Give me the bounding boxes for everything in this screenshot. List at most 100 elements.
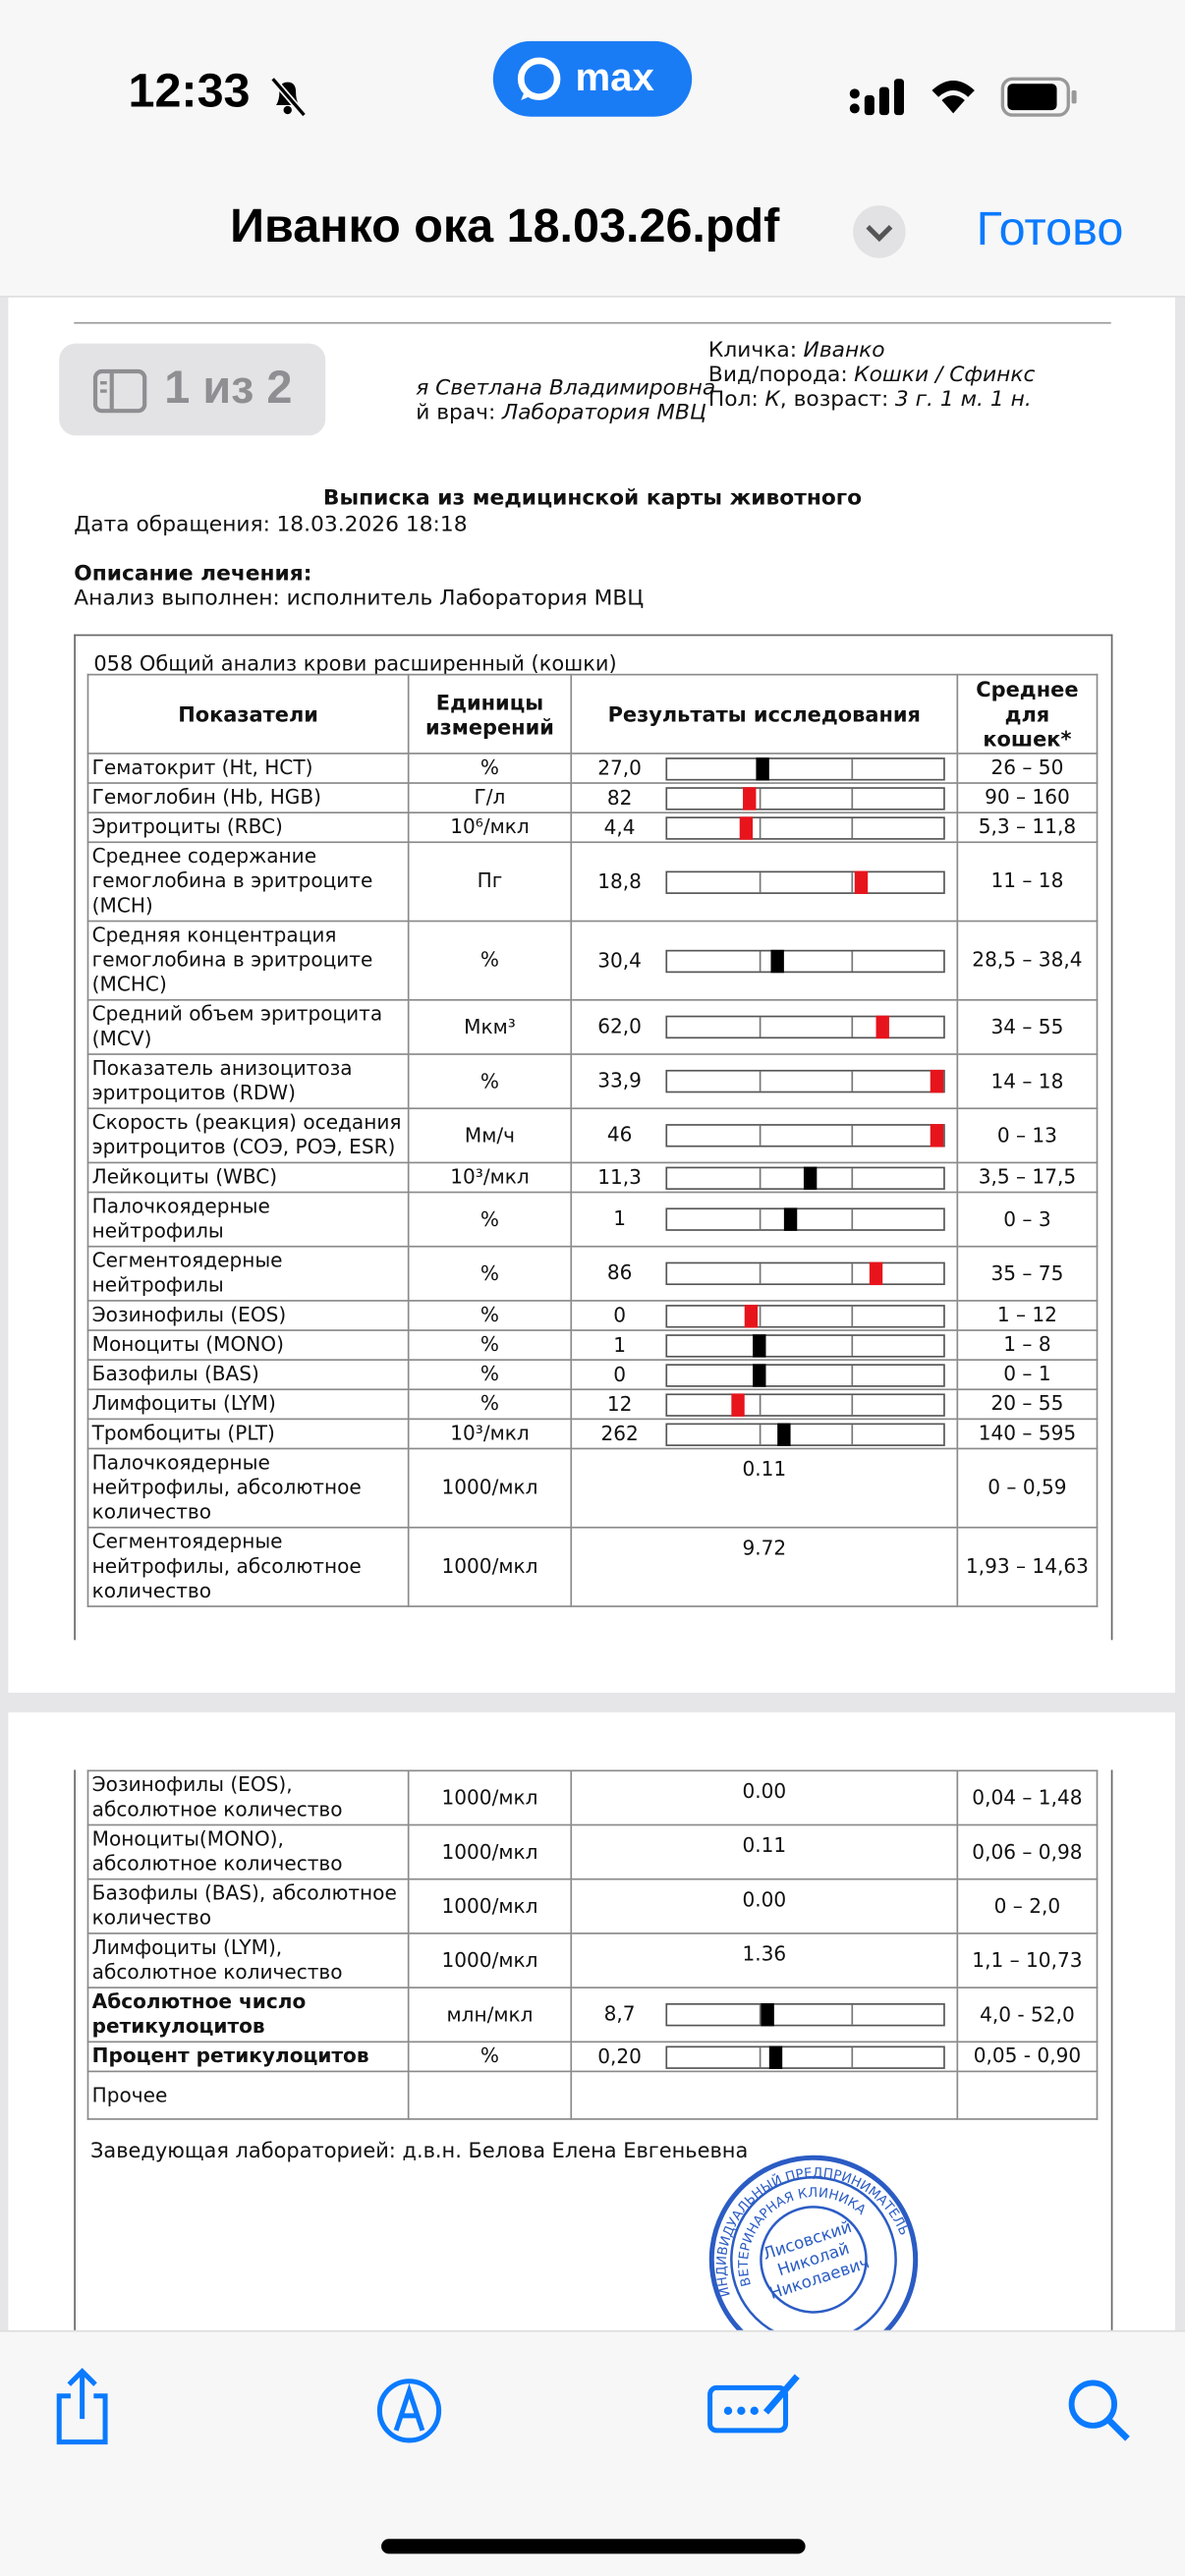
unit: Мкм³ [407,998,573,1055]
result-marker [753,1333,766,1357]
search-button[interactable] [1065,2377,1134,2445]
range-bar [665,1207,945,1231]
result-value: 30,4 [597,948,642,972]
result-row: Абсолютное число ретикулоцитов млн/мкл 8,7… [86,1987,1099,2044]
result-value: 0 [613,1303,626,1326]
result-marker [762,2002,775,2027]
range-divider [851,788,854,809]
result-value: 1 [613,1332,626,1356]
indicator-name: Палочкоядерные нейтрофилы [86,1191,410,1248]
reference-range: 1 – 8 [956,1329,1099,1361]
unit: млн/мкл [407,1987,573,2044]
result: 0.11 [570,1447,959,1529]
column-header: Среднее для кошек* [956,673,1099,755]
result: 0.00 [570,1877,959,1934]
result-value: 4,4 [603,814,636,839]
reference-range: 26 – 50 [956,753,1099,784]
result-value: 0.00 [742,1887,787,1912]
range-bar [665,1124,945,1148]
result: 27,0 [570,753,959,784]
result-row: Лимфоциты (LYM)% 12 20 – 55 [86,1388,1099,1421]
result-value: 46 [606,1123,633,1147]
result-row: Скорость (реакция) оседания эритроцитов … [86,1107,1099,1164]
markup-button[interactable] [374,2377,443,2445]
result-marker [770,948,784,973]
result-value: 0.00 [742,1779,787,1803]
range-divider [759,1125,762,1146]
stamp: ИНДИВИДУАЛЬНЫЙ ПРЕДПРИНИМАТЕЛЬ ВЕТЕРИНАР… [691,2137,919,2365]
range-bar [665,815,945,839]
result-row: Сегментоядерные нейтрофилы% 86 35 – 75 [86,1245,1099,1302]
share-button[interactable] [49,2367,115,2449]
reference-range: 1,93 – 14,63 [956,1526,1099,1607]
result-marker [731,1392,746,1417]
reference-range: 11 – 18 [956,841,1099,923]
result-marker [753,1363,766,1386]
indicator-name: Процент ретикулоцитов [86,2041,410,2073]
result: 0 [570,1359,959,1391]
done-button[interactable]: Готово [976,203,1124,256]
doctor: й врач: Лаборатория МВЦ [416,401,706,425]
visit-date: Дата обращения: 18.03.2026 18:18 [74,513,467,537]
app-pill[interactable] [492,40,693,117]
range-bar [665,1261,945,1286]
unit: 10⁶/мкл [407,812,573,844]
range-divider [851,950,854,971]
range-bar [665,1333,945,1357]
result-marker [875,1015,889,1039]
pet-name: Кличка: Иванко [708,339,885,364]
range-bar [665,786,945,810]
result: 62,0 [570,998,959,1055]
sex-age: Пол: К, возраст: 3 г. 1 м. 1 н. [708,388,1032,413]
range-divider [851,1167,854,1188]
unit: % [407,1388,573,1421]
label: Дата обращения: [74,512,270,537]
indicator-name: Лимфоциты (LYM) [86,1388,410,1421]
value: К [764,387,780,413]
range-divider [759,871,762,892]
reference-range: 20 – 55 [956,1388,1099,1421]
owner-name: я Светлана Владимировна [416,376,716,402]
unit: 1000/мкл [407,1823,573,1880]
result: 86 [570,1245,959,1302]
result-row: Моноциты(MONO), абсолютное количество 100… [86,1823,1099,1880]
reference-range: 90 – 160 [956,782,1099,813]
signature: Заведующая лабораторией: д.в.н. Белова Е… [89,2138,749,2163]
document-title: Иванко ока 18.03.26.pdf [230,200,780,253]
unit: 1000/мкл [407,1932,573,1988]
result-marker [930,1124,944,1148]
label: Кличка: [707,338,798,364]
unit: % [407,1053,573,1110]
result: 11,3 [570,1161,959,1194]
indicator-name: Палочкоядерные нейтрофилы, абсолютное ко… [86,1447,410,1529]
unit: 1000/мкл [407,1769,573,1826]
reference-range [956,2070,1099,2120]
result-marker [855,869,869,894]
result: 4,4 [570,812,959,844]
indicator-name: Лейкоциты (WBC) [86,1161,410,1194]
reference-range: 35 – 75 [956,1245,1099,1302]
page-indicator [59,343,326,436]
result: 0,20 [570,2041,959,2073]
signature-button[interactable] [706,2367,805,2440]
result-row: Средняя концентрация гемоглобина в эритр… [86,920,1099,1001]
result-row: Базофилы (BAS), абсолютное количество 100… [86,1877,1099,1934]
unit: % [407,2041,573,2073]
result: 0.11 [570,1823,959,1880]
title-menu[interactable] [851,203,907,259]
sidebar-icon[interactable] [92,368,148,415]
result-row: Прочее [86,2070,1099,2120]
result-marker [756,756,770,780]
treatment-heading: Описание лечения: [74,562,312,588]
column-header: Показатели [86,673,410,755]
app-name: max [575,55,654,101]
result-marker [744,1304,758,1327]
result: 8,7 [570,1987,959,2044]
range-bar [665,1422,945,1446]
reference-range: 28,5 – 38,4 [956,920,1099,1001]
app-logo [517,57,561,101]
result: 0 [570,1300,959,1331]
range-divider [759,1209,762,1230]
unit: % [407,1359,573,1391]
